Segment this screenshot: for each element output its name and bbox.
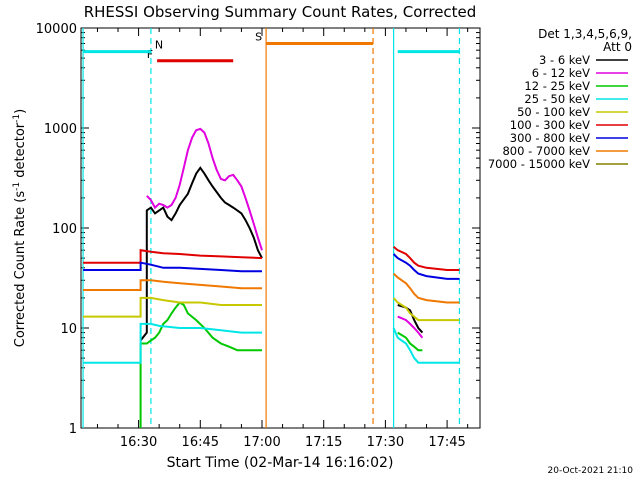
series-line-5 bbox=[392, 245, 460, 271]
y-axis-label-mid: detector bbox=[13, 122, 28, 182]
series-line-2 bbox=[397, 331, 423, 352]
x-tick-label: 17:15 bbox=[305, 435, 342, 450]
y-axis-label-main: Corrected Count Rate (s bbox=[13, 191, 28, 348]
x-tick-label: 16:30 bbox=[120, 435, 157, 450]
x-tick-label: 17:45 bbox=[428, 435, 465, 450]
legend-header-2: Att 0 bbox=[603, 40, 632, 54]
x-tick-label: 16:45 bbox=[182, 435, 219, 450]
y-tick-label: 10 bbox=[60, 322, 77, 337]
flag-label-F: F bbox=[147, 48, 153, 61]
series-line-2 bbox=[139, 301, 262, 428]
legend-entry-label: 7000 - 15000 keV bbox=[488, 157, 590, 171]
series-line-7 bbox=[392, 272, 460, 304]
legend-entry-label: 3 - 6 keV bbox=[539, 53, 590, 67]
series-line-1 bbox=[146, 127, 263, 251]
y-tick-label: 100 bbox=[52, 222, 77, 237]
legend-entry-label: 25 - 50 keV bbox=[524, 92, 590, 106]
series-line-3 bbox=[392, 327, 460, 364]
series-line-7 bbox=[83, 279, 262, 291]
y-axis-label-sup1: -1 bbox=[12, 182, 22, 191]
series-line-6 bbox=[392, 253, 460, 280]
x-tick-label: 17:00 bbox=[243, 435, 280, 450]
legend-entry-label: 6 - 12 keV bbox=[532, 66, 590, 80]
x-tick-labels: 16:30 16:45 17:00 17:15 17:30 17:45 bbox=[120, 435, 466, 450]
legend-header-1: Det 1,3,4,5,6,9, bbox=[538, 27, 632, 41]
series-line-4 bbox=[392, 297, 460, 322]
y-axis-label: Corrected Count Rate (s-1 detector-1) bbox=[12, 109, 28, 347]
flag-label-N: N bbox=[155, 39, 163, 52]
series-line-0 bbox=[139, 166, 263, 342]
series-line-6 bbox=[83, 261, 262, 273]
x-tick-label: 17:30 bbox=[367, 435, 404, 450]
series-line-1 bbox=[397, 315, 424, 339]
chart-title: RHESSI Observing Summary Count Rates, Co… bbox=[84, 3, 477, 21]
series-line-5 bbox=[83, 249, 263, 264]
data-series bbox=[83, 127, 460, 428]
legend-entry-label: 100 - 300 keV bbox=[510, 118, 590, 132]
y-tick-label: 1000 bbox=[44, 122, 77, 137]
flag-bars: FN S bbox=[83, 30, 460, 63]
x-axis-label: Start Time (02-Mar-14 16:16:02) bbox=[167, 455, 394, 471]
legend-entry-label: 800 - 7000 keV bbox=[502, 144, 590, 158]
footer-date: 20-Oct-2021 21:10 bbox=[548, 466, 634, 476]
series-line-3 bbox=[83, 322, 262, 364]
series-line-4 bbox=[83, 296, 262, 318]
legend-entry-label: 12 - 25 keV bbox=[524, 79, 590, 93]
y-tick-label: 1 bbox=[69, 422, 77, 437]
time-markers bbox=[82, 28, 461, 428]
legend-entry-label: 50 - 100 keV bbox=[517, 105, 590, 119]
y-axis-label-sup2: -1 bbox=[12, 114, 22, 123]
legend-entry-label: 300 - 800 keV bbox=[510, 131, 590, 145]
flag-label-S: S bbox=[255, 30, 262, 43]
y-axis-label-end: ) bbox=[13, 109, 28, 114]
y-tick-labels: 1 10 100 1000 10000 bbox=[36, 22, 77, 437]
y-tick-label: 10000 bbox=[36, 22, 77, 37]
axis-ticks bbox=[81, 27, 480, 429]
